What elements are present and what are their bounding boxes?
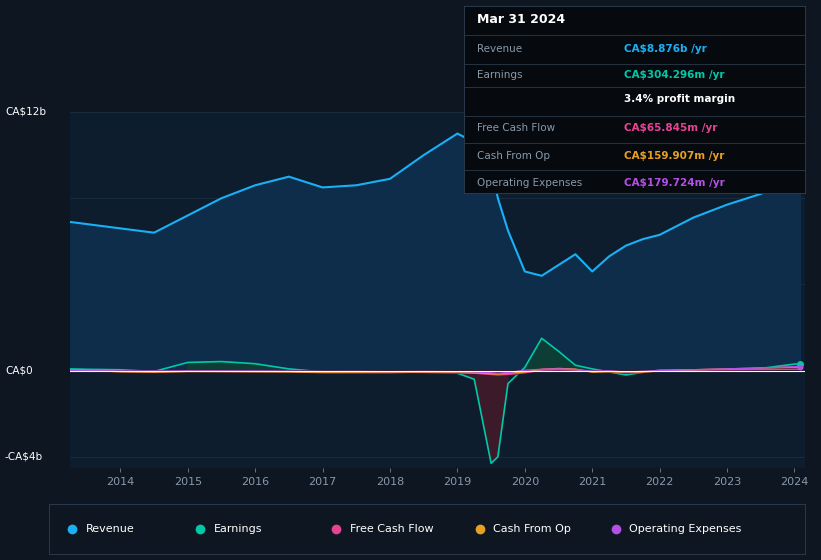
- Text: Mar 31 2024: Mar 31 2024: [478, 13, 566, 26]
- Text: CA$159.907m /yr: CA$159.907m /yr: [624, 151, 724, 161]
- Text: Free Cash Flow: Free Cash Flow: [478, 123, 556, 133]
- Text: Cash From Op: Cash From Op: [478, 151, 551, 161]
- Text: CA$0: CA$0: [5, 366, 33, 376]
- Text: CA$304.296m /yr: CA$304.296m /yr: [624, 70, 724, 80]
- Text: CA$65.845m /yr: CA$65.845m /yr: [624, 123, 718, 133]
- Text: Cash From Op: Cash From Op: [493, 524, 571, 534]
- Text: CA$179.724m /yr: CA$179.724m /yr: [624, 178, 725, 188]
- Text: CA$8.876b /yr: CA$8.876b /yr: [624, 44, 707, 54]
- Text: -CA$4b: -CA$4b: [5, 452, 43, 462]
- Text: Earnings: Earnings: [478, 70, 523, 80]
- Text: Revenue: Revenue: [478, 44, 523, 54]
- Text: Revenue: Revenue: [85, 524, 135, 534]
- Text: 3.4% profit margin: 3.4% profit margin: [624, 95, 735, 104]
- Text: Free Cash Flow: Free Cash Flow: [350, 524, 433, 534]
- Text: Operating Expenses: Operating Expenses: [630, 524, 741, 534]
- Text: Earnings: Earnings: [214, 524, 263, 534]
- Text: CA$12b: CA$12b: [5, 107, 46, 117]
- Text: Operating Expenses: Operating Expenses: [478, 178, 583, 188]
